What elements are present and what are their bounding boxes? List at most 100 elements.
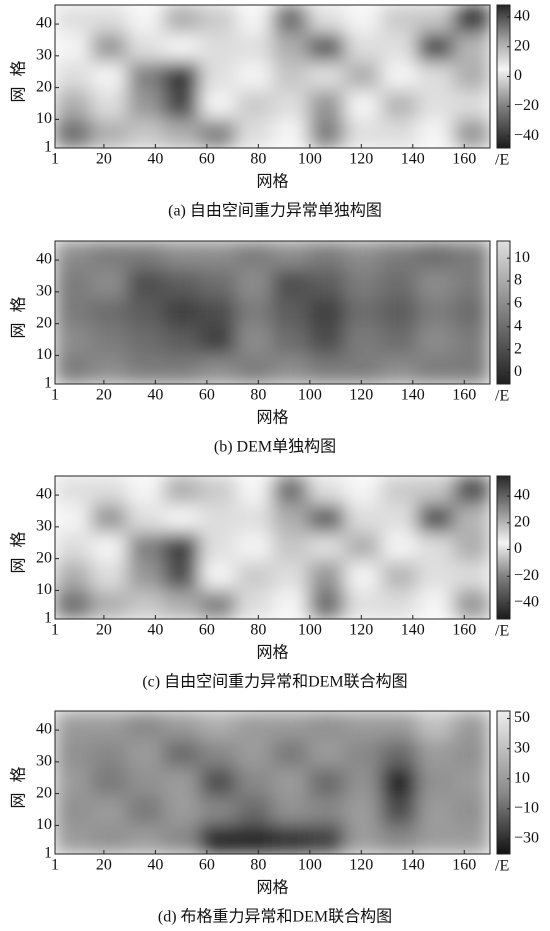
heat-cell: [345, 711, 382, 741]
heat-cell: [91, 326, 128, 356]
heat-cell: [200, 590, 237, 620]
heat-cell: [236, 298, 273, 328]
heat-cell: [453, 33, 490, 63]
x-tick-label: 40: [147, 151, 163, 168]
heat-cell: [91, 33, 128, 63]
x-tick-label: 80: [250, 622, 266, 639]
colorbar: [497, 476, 510, 619]
heat-cell: [163, 326, 200, 356]
heatmap: [55, 241, 491, 385]
heat-cell: [381, 533, 418, 563]
colorbar-unit: /E: [495, 152, 509, 169]
heat-cell: [308, 33, 345, 63]
heat-cell: [417, 241, 454, 271]
heat-cell: [272, 119, 309, 149]
heat-cell: [345, 241, 382, 271]
heat-cell: [272, 5, 309, 35]
heat-cell: [453, 739, 490, 769]
heat-cell: [453, 590, 490, 620]
x-tick-label: 60: [199, 622, 215, 639]
heat-cell: [308, 711, 345, 741]
heat-cell: [163, 561, 200, 591]
heat-cell: [163, 739, 200, 769]
heat-cell: [345, 355, 382, 385]
heatmap: [55, 5, 491, 149]
heat-cell: [200, 119, 237, 149]
heat-cell: [345, 825, 382, 855]
y-tick-label: 10: [36, 110, 52, 127]
heat-cell: [200, 825, 237, 855]
heat-cell: [381, 476, 418, 506]
heat-cell: [163, 796, 200, 826]
x-tick-label: 80: [250, 387, 266, 404]
x-tick-label: 20: [96, 857, 112, 874]
y-tick-label: 40: [36, 486, 52, 503]
y-tick-label: 30: [36, 753, 52, 770]
heat-cell: [345, 33, 382, 63]
colorbar-unit: /E: [495, 388, 509, 405]
heat-cell: [163, 533, 200, 563]
heat-cell: [453, 298, 490, 328]
heat-cell: [453, 561, 490, 591]
heat-cell: [453, 326, 490, 356]
x-tick-label: 1: [51, 387, 59, 404]
heat-cell: [163, 355, 200, 385]
colorbar-tick-label: −40: [514, 594, 539, 611]
heat-cell: [345, 62, 382, 92]
heat-cell: [453, 62, 490, 92]
heat-cell: [236, 241, 273, 271]
heat-cell: [55, 711, 92, 741]
y-tick-label: 40: [36, 15, 52, 32]
heat-cell: [272, 590, 309, 620]
heatmap-cells: [55, 476, 491, 620]
x-tick-label: 120: [349, 857, 373, 874]
x-axis-label: 网格: [256, 644, 288, 662]
x-tick-label: 120: [349, 622, 373, 639]
heat-cell: [345, 298, 382, 328]
heat-cell: [200, 90, 237, 120]
x-tick-label: 1: [51, 857, 59, 874]
x-tick-label: 60: [199, 387, 215, 404]
y-tick-label: 40: [36, 251, 52, 268]
heat-cell: [381, 768, 418, 798]
heat-cell: [308, 90, 345, 120]
heat-cell: [200, 711, 237, 741]
caption: (c) 自由空间重力异常和DEM联合构图: [142, 673, 407, 691]
heat-cell: [345, 476, 382, 506]
heat-cell: [127, 561, 164, 591]
colorbar-tick-label: 10: [514, 249, 530, 266]
heat-cell: [272, 355, 309, 385]
heat-cell: [55, 476, 92, 506]
heat-cell: [308, 119, 345, 149]
heat-cell: [91, 62, 128, 92]
heat-cell: [91, 825, 128, 855]
y-tick-label: 40: [36, 721, 52, 738]
heat-cell: [127, 476, 164, 506]
heat-cell: [236, 561, 273, 591]
heat-cell: [91, 5, 128, 35]
heat-cell: [453, 5, 490, 35]
heatmap-cells: [55, 241, 491, 385]
heat-cell: [127, 241, 164, 271]
heat-cell: [272, 326, 309, 356]
heat-cell: [163, 241, 200, 271]
x-tick-label: 120: [349, 387, 373, 404]
heat-cell: [236, 269, 273, 299]
heat-cell: [55, 326, 92, 356]
heat-cell: [308, 355, 345, 385]
colorbar-tick-label: 20: [514, 513, 530, 530]
heat-cell: [200, 33, 237, 63]
heat-cell: [417, 768, 454, 798]
x-axis-label: 网格: [256, 409, 288, 427]
y-tick-label: 30: [36, 47, 52, 64]
x-tick-label: 40: [147, 857, 163, 874]
y-tick-label: 1: [44, 845, 52, 862]
heat-cell: [91, 119, 128, 149]
heat-cell: [55, 590, 92, 620]
heat-cell: [381, 504, 418, 534]
heat-cell: [236, 825, 273, 855]
heat-cell: [417, 62, 454, 92]
heat-cell: [55, 298, 92, 328]
heatmap: [55, 711, 491, 855]
heat-cell: [200, 796, 237, 826]
